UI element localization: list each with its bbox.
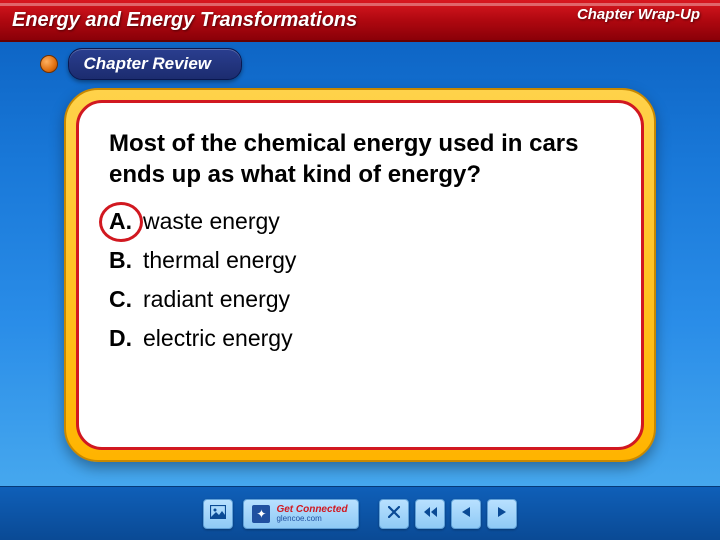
close-icon [388,505,400,522]
connect-label: Get Connected [276,505,347,515]
connect-url: glencoe.com [276,515,347,523]
globe-icon: ✦ [252,505,270,523]
option-letter: C. [109,286,143,313]
option-letter: B. [109,247,143,274]
next-icon [497,505,507,522]
chapter-review-label: Chapter Review [68,48,242,80]
rewind-icon [423,505,437,522]
option-b[interactable]: B. thermal energy [109,247,611,274]
option-text: radiant energy [143,286,290,313]
chapter-title: Energy and Energy Transformations [12,9,357,32]
get-connected-button[interactable]: ✦ Get Connected glencoe.com [243,499,358,529]
prev-button[interactable] [451,499,481,529]
question-card-inner: Most of the chemical energy used in cars… [76,100,644,450]
question-card: Most of the chemical energy used in cars… [64,88,656,462]
connect-text: Get Connected glencoe.com [276,505,347,523]
option-text: waste energy [143,208,280,235]
option-text: thermal energy [143,247,296,274]
image-button[interactable] [203,499,233,529]
first-button[interactable] [415,499,445,529]
bottom-nav: ✦ Get Connected glencoe.com [0,486,720,540]
options-list: A. waste energy B. thermal energy C. rad… [109,208,611,352]
nav-controls [379,499,517,529]
option-letter: D. [109,325,143,352]
chapter-header: Energy and Energy Transformations Chapte… [0,0,720,42]
option-letter: A. [109,208,143,235]
option-a[interactable]: A. waste energy [109,208,611,235]
image-icon [210,505,226,523]
next-button[interactable] [487,499,517,529]
chapter-wrapup-label: Chapter Wrap-Up [577,6,700,23]
option-text: electric energy [143,325,293,352]
option-c[interactable]: C. radiant energy [109,286,611,313]
chapter-review-tag: Chapter Review [40,48,242,80]
prev-icon [461,505,471,522]
option-d[interactable]: D. electric energy [109,325,611,352]
bullet-icon [40,55,58,73]
question-prompt: Most of the chemical energy used in cars… [109,129,611,190]
close-button[interactable] [379,499,409,529]
